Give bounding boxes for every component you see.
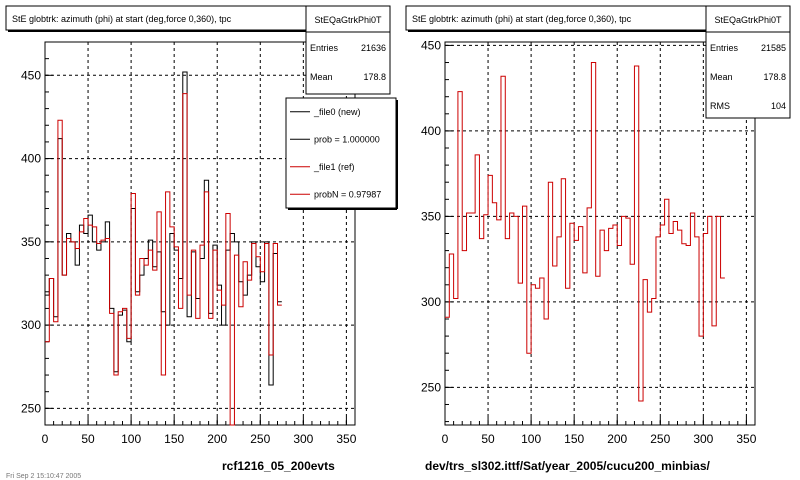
stats-label: Entries (310, 43, 339, 53)
stats-value: 178.8 (363, 72, 386, 82)
x-tick-label: 200 (607, 432, 627, 446)
footer-right-label: dev/trs_sl302.ittf/Sat/year_2005/cucu200… (425, 459, 710, 473)
title-box (405, 5, 707, 31)
y-tick-label: 350 (421, 209, 441, 223)
x-tick-label: 350 (336, 432, 356, 446)
y-tick-label: 400 (421, 124, 441, 138)
x-tick-label: 0 (442, 432, 449, 446)
stats-value: 178.8 (763, 72, 786, 82)
x-tick-label: 300 (693, 432, 713, 446)
left-histogram-panel: 0 50 100 150 200 250 300 350 250 300 350 400 450 StE … (5, 5, 398, 446)
y-tick-label: 300 (21, 318, 41, 332)
x-tick-label: 50 (81, 432, 95, 446)
series-named (45, 71, 282, 386)
y-tick-label: 450 (421, 38, 441, 52)
x-tick-label: 150 (164, 432, 184, 446)
series-named (45, 93, 282, 426)
legend-entry-label: _file1 (ref) (313, 162, 355, 172)
y-tick-label: 400 (21, 152, 41, 166)
stats-label: RMS (710, 101, 730, 111)
x-tick-label: 50 (481, 432, 495, 446)
x-tick-label: 250 (650, 432, 670, 446)
y-tick-label: 350 (21, 235, 41, 249)
y-tick-label: 450 (21, 68, 41, 82)
right-histogram-panel: 0 50 100 150 200 250 300 350 250 300 350 400 450 StE … (405, 5, 791, 446)
legend-entry-label: _file0 (new) (313, 107, 361, 117)
series-ref (445, 62, 725, 402)
y-tick-label: 250 (421, 380, 441, 394)
footer-left-label: rcf1216_05_200evts (222, 459, 335, 473)
y-tick-label: 300 (421, 295, 441, 309)
x-tick-label: 200 (207, 432, 227, 446)
stats-value: 21585 (761, 43, 786, 53)
chart-title: StE globtrk: azimuth (phi) at start (deg… (12, 14, 232, 24)
stats-name: StEQaGtrkPhi0T (714, 15, 782, 25)
legend: _file0 (new) prob = 1.000000 _file1 (ref) p… (285, 97, 398, 210)
x-tick-label: 300 (293, 432, 313, 446)
stats-value: 104 (771, 101, 786, 111)
stats-box (705, 5, 791, 119)
stats-label: Entries (710, 43, 739, 53)
stats-box (305, 5, 391, 95)
x-tick-label: 150 (564, 432, 584, 446)
stats-value: 21636 (361, 43, 386, 53)
stats-name: StEQaGtrkPhi0T (314, 15, 382, 25)
histogram-outline (445, 62, 725, 402)
x-tick-label: 100 (121, 432, 141, 446)
chart-title: StE globtrk: azimuth (phi) at start (deg… (412, 14, 632, 24)
x-tick-label: 250 (250, 432, 270, 446)
x-tick-label: 350 (736, 432, 756, 446)
stats-label: Mean (710, 72, 733, 82)
legend-box (285, 97, 397, 209)
histogram-outline (45, 71, 282, 386)
y-tick-label: 250 (21, 401, 41, 415)
x-tick-label: 0 (42, 432, 49, 446)
corner-timestamp: Fri Sep 2 15:10:47 2005 (6, 473, 81, 480)
legend-entry-label: prob = 1.000000 (314, 134, 380, 144)
legend-entry-label: probN = 0.97987 (314, 189, 381, 199)
histogram-outline (45, 93, 282, 426)
x-tick-label: 100 (521, 432, 541, 446)
stats-label: Mean (310, 72, 333, 82)
